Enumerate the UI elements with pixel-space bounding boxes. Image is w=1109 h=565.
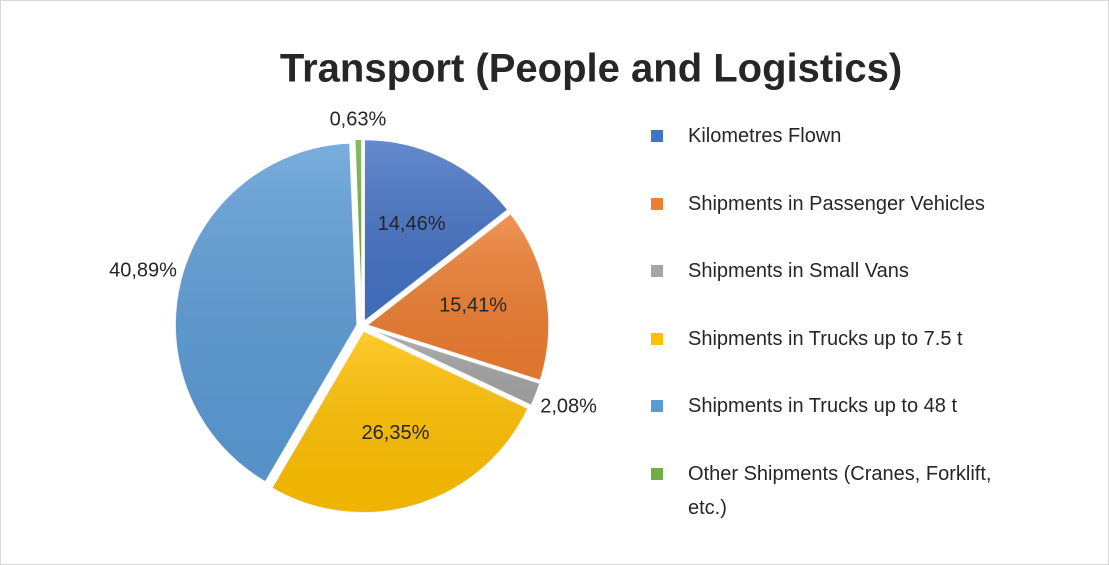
- legend-swatch: [651, 467, 663, 480]
- legend-item: Shipments in Passenger Vehicles: [651, 187, 1031, 221]
- legend-item: Kilometres Flown: [651, 119, 1031, 153]
- legend-label: Shipments in Passenger Vehicles: [688, 192, 985, 215]
- legend-swatch: [651, 265, 663, 277]
- data-label: 0,63%: [330, 109, 387, 131]
- legend-swatch: [651, 130, 663, 142]
- legend-label: Shipments in Trucks up to 7.5 t: [688, 327, 963, 350]
- legend-swatch: [651, 332, 663, 345]
- data-label: 14,46%: [378, 213, 446, 235]
- legend-item: Shipments in Trucks up to 7.5 t: [651, 322, 1031, 356]
- legend-item: Shipments in Small Vans: [651, 254, 1031, 288]
- data-label: 15,41%: [439, 295, 507, 317]
- chart-title: Transport (People and Logistics): [280, 47, 902, 91]
- data-label: 26,35%: [362, 422, 430, 444]
- legend-item: Other Shipments (Cranes, Forklift, etc.): [651, 457, 1031, 525]
- data-label: 2,08%: [540, 396, 597, 418]
- legend-item: Shipments in Trucks up to 48 t: [651, 389, 1031, 423]
- legend-label: Shipments in Small Vans: [688, 260, 909, 282]
- legend-label: Other Shipments (Cranes, Forklift, etc.): [688, 462, 992, 519]
- legend-swatch: [651, 400, 663, 412]
- legend-label: Kilometres Flown: [688, 125, 842, 147]
- legend-label: Shipments in Trucks up to 48 t: [688, 395, 958, 417]
- legend-swatch: [651, 197, 663, 210]
- data-label: 40,89%: [109, 260, 177, 282]
